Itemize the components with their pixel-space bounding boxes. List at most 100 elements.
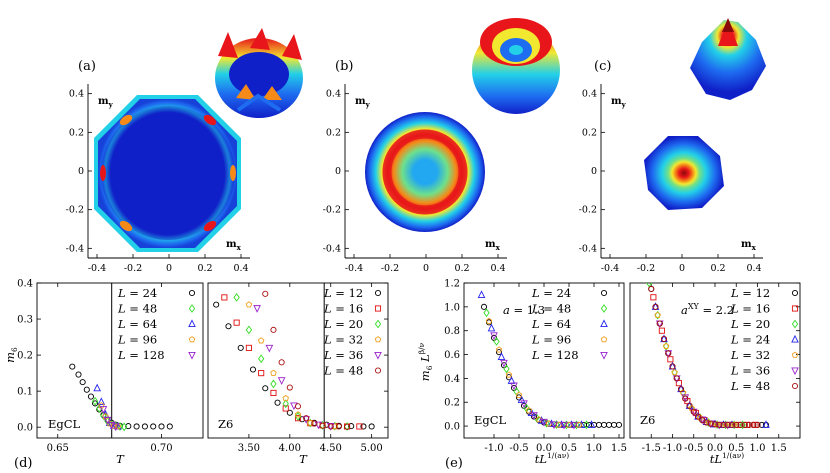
data-point	[83, 386, 90, 393]
data-point	[495, 349, 503, 356]
data-point	[158, 423, 165, 430]
y-tick-label: 0.2	[17, 351, 33, 362]
data-point	[493, 337, 500, 346]
heatmap-c	[644, 136, 724, 210]
data-point	[669, 363, 676, 370]
data-point	[188, 336, 196, 343]
data-point	[587, 420, 596, 428]
data-point	[249, 366, 257, 373]
data-series	[477, 290, 623, 430]
panel-label-e: (e)	[445, 456, 463, 471]
data-point	[741, 421, 748, 428]
data-point	[510, 382, 518, 391]
data-series	[69, 363, 173, 432]
annotation: a = 1.3	[503, 303, 545, 317]
data-point	[595, 421, 603, 428]
y-tick-label: 0	[78, 166, 84, 177]
legend-label: L = 48	[730, 379, 770, 393]
data-point	[188, 351, 196, 360]
data-point	[233, 319, 240, 326]
data-point	[648, 285, 655, 293]
series-L-128	[490, 332, 578, 430]
data-point	[270, 389, 277, 396]
x-tick-label: -0.4	[345, 263, 363, 274]
data-point	[282, 405, 289, 412]
x-tick-label: -1.0	[484, 443, 503, 454]
data-point	[762, 420, 770, 428]
data-point	[103, 416, 112, 425]
data-point	[694, 413, 702, 420]
legend-label: L = 128	[531, 348, 579, 362]
data-point	[344, 423, 351, 430]
data-point	[573, 420, 580, 430]
data-point	[319, 422, 326, 429]
surface-3d-c	[690, 18, 766, 100]
y-tick-label: 0.0	[17, 423, 33, 434]
legend-label: L = 128	[117, 348, 165, 362]
plot-d-right: 3.50 4.00 4.50 5.00 L = 12 L = 16L = 20 L = 32…	[207, 282, 389, 466]
x-tick-label: 0.0	[536, 443, 552, 454]
data-point	[720, 421, 727, 428]
data-point	[547, 419, 556, 427]
legend-label: L = 20	[323, 317, 363, 331]
x-tick-label: 0.2	[197, 263, 212, 274]
data-point	[374, 289, 382, 297]
legend-label: L = 36	[323, 348, 363, 362]
xlabel-a: mx	[226, 239, 242, 252]
data-point	[791, 382, 799, 390]
data-point	[270, 326, 277, 333]
data-point	[724, 421, 731, 428]
data-point	[505, 371, 513, 378]
data-point	[282, 394, 289, 402]
data-point	[681, 394, 690, 403]
y-tick-label: 0.4	[326, 89, 341, 100]
y-tick-label: 0.3	[17, 315, 33, 326]
data-point	[752, 421, 759, 428]
y-tick-label: 0	[591, 166, 597, 177]
data-point	[497, 352, 506, 360]
x-tick-label: 0.5	[728, 443, 744, 454]
y-tick-label: -0.4	[323, 243, 341, 254]
xlabel-c: mx	[741, 239, 757, 252]
data-point	[791, 334, 799, 343]
data-point	[677, 386, 685, 393]
x-axis-label: tL1/(aν)	[710, 451, 745, 466]
legend-label: L = 64	[531, 317, 571, 331]
data-point	[728, 421, 736, 428]
data-point	[500, 359, 508, 368]
data-point	[673, 375, 680, 382]
data-point	[550, 421, 558, 430]
x-tick-label: 0.2	[710, 263, 725, 274]
legend-label: L = 96	[117, 333, 157, 347]
plot-d-left: 0.65 0.70 0.0 0.1 0.2 0.3 0.4 L = 24 L = 48L = 6…	[3, 279, 204, 466]
x-tick-label: -0.2	[381, 263, 399, 274]
x-tick-label: 4.50	[320, 443, 342, 454]
data-point	[150, 423, 157, 430]
x-tick-label: 0.4	[490, 263, 505, 274]
data-point	[133, 423, 140, 430]
x-tick-label: 5.00	[361, 443, 383, 454]
data-point	[686, 402, 693, 409]
data-point	[530, 412, 538, 420]
data-point	[286, 384, 293, 391]
data-point	[540, 418, 548, 427]
legend-label: L = 20	[730, 317, 770, 331]
data-point	[671, 369, 678, 376]
y-tick-label: 0.4	[444, 374, 460, 385]
legend-label: L = 36	[730, 364, 770, 378]
y-tick-label: -0.2	[579, 205, 597, 216]
y-tick-label: 0.4	[69, 89, 84, 100]
data-point	[294, 411, 302, 418]
series-L-24	[69, 363, 173, 430]
y-tick-label: 0.2	[326, 127, 341, 138]
x-tick-label: 0.5	[561, 443, 577, 454]
data-point	[114, 423, 122, 430]
data-point	[75, 371, 82, 378]
x-tick-label: 0	[423, 263, 429, 274]
data-point	[245, 301, 253, 308]
data-point	[100, 411, 107, 421]
y-tick-label: 0.6	[444, 350, 460, 361]
data-point	[600, 351, 608, 360]
data-point	[356, 423, 363, 430]
data-point	[716, 421, 723, 428]
